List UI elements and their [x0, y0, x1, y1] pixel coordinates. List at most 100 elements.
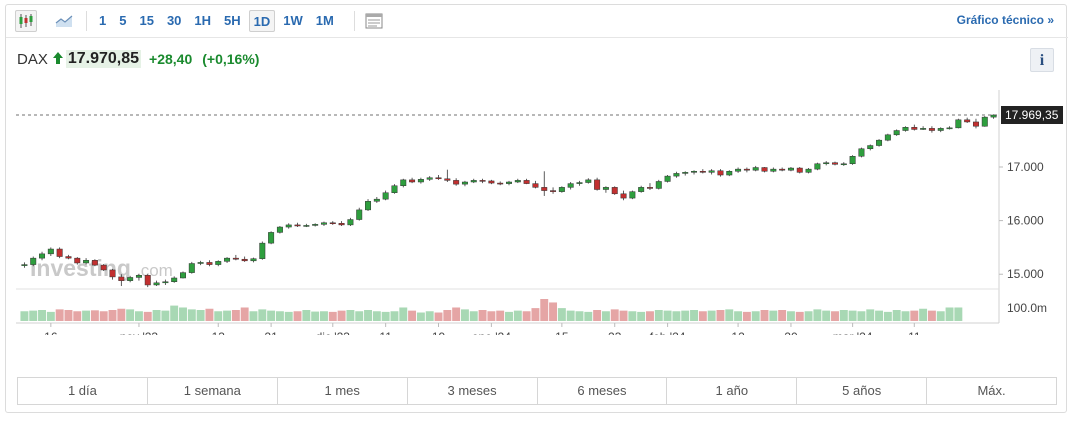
- candle[interactable]: [294, 224, 301, 227]
- candle[interactable]: [461, 181, 468, 185]
- candle[interactable]: [770, 168, 777, 172]
- candle[interactable]: [382, 192, 389, 200]
- candle[interactable]: [347, 219, 354, 226]
- candle[interactable]: [823, 162, 830, 165]
- range-button[interactable]: 1 año: [667, 378, 798, 404]
- candle[interactable]: [523, 180, 530, 184]
- interval-1h[interactable]: 1H: [194, 13, 212, 28]
- candlestick-icon[interactable]: [15, 10, 37, 32]
- candle[interactable]: [479, 180, 486, 182]
- candle[interactable]: [224, 257, 231, 262]
- candle[interactable]: [981, 116, 988, 127]
- candle[interactable]: [373, 198, 380, 202]
- candle[interactable]: [144, 275, 151, 286]
- candle[interactable]: [241, 258, 248, 262]
- candle[interactable]: [611, 187, 618, 195]
- technical-chart-link[interactable]: Gráfico técnico »: [956, 13, 1054, 27]
- candle[interactable]: [444, 178, 451, 181]
- candle[interactable]: [180, 272, 186, 279]
- candle[interactable]: [39, 253, 46, 259]
- candle[interactable]: [91, 260, 98, 266]
- candle[interactable]: [206, 262, 213, 265]
- candle[interactable]: [884, 134, 891, 141]
- interval-1w[interactable]: 1W: [283, 13, 303, 28]
- candle[interactable]: [197, 262, 204, 264]
- candle[interactable]: [796, 167, 803, 173]
- candle[interactable]: [682, 172, 689, 174]
- candle[interactable]: [717, 170, 724, 176]
- candle[interactable]: [911, 127, 918, 130]
- candle[interactable]: [329, 222, 336, 225]
- candle[interactable]: [109, 269, 116, 278]
- candle[interactable]: [558, 187, 565, 192]
- candle[interactable]: [135, 275, 142, 278]
- candle[interactable]: [320, 222, 327, 225]
- candle[interactable]: [56, 248, 63, 257]
- candle[interactable]: [893, 130, 900, 136]
- interval-5[interactable]: 5: [119, 13, 127, 28]
- candle[interactable]: [338, 223, 345, 226]
- candle[interactable]: [250, 258, 257, 262]
- candle[interactable]: [849, 156, 856, 165]
- candle[interactable]: [47, 248, 54, 255]
- candle[interactable]: [188, 263, 195, 273]
- candle[interactable]: [743, 168, 750, 171]
- candle[interactable]: [391, 185, 398, 193]
- candle[interactable]: [259, 242, 266, 259]
- candle[interactable]: [673, 173, 680, 177]
- candle[interactable]: [787, 167, 794, 171]
- candle[interactable]: [858, 148, 865, 157]
- candle[interactable]: [171, 277, 178, 282]
- candle[interactable]: [964, 119, 971, 123]
- candle[interactable]: [215, 261, 222, 265]
- candle[interactable]: [805, 168, 812, 173]
- candle[interactable]: [74, 257, 81, 264]
- interval-1m[interactable]: 1M: [315, 13, 334, 28]
- range-button[interactable]: 6 meses: [538, 378, 668, 404]
- candle[interactable]: [153, 282, 160, 286]
- range-button[interactable]: Máx.: [977, 383, 1006, 398]
- candle[interactable]: [426, 177, 433, 180]
- candle[interactable]: [541, 187, 548, 191]
- candle[interactable]: [303, 225, 310, 227]
- range-button[interactable]: 3 meses: [408, 378, 538, 404]
- candle[interactable]: [435, 177, 442, 180]
- candle[interactable]: [232, 257, 239, 260]
- candle[interactable]: [409, 179, 416, 183]
- candle[interactable]: [655, 181, 662, 189]
- candle[interactable]: [602, 187, 609, 190]
- candle[interactable]: [127, 277, 134, 281]
- candle[interactable]: [285, 224, 292, 228]
- candle[interactable]: [708, 170, 715, 173]
- range-button[interactable]: 5 años: [797, 378, 928, 404]
- candle[interactable]: [814, 163, 821, 170]
- candle[interactable]: [30, 257, 37, 265]
- candle[interactable]: [699, 171, 706, 173]
- candle[interactable]: [752, 167, 759, 171]
- candle[interactable]: [83, 260, 90, 264]
- candle[interactable]: [928, 128, 935, 131]
- interval-1[interactable]: 1: [99, 13, 107, 28]
- candle[interactable]: [453, 180, 460, 185]
- candle[interactable]: [946, 127, 953, 130]
- candle[interactable]: [585, 179, 592, 183]
- candle[interactable]: [840, 163, 847, 166]
- candle[interactable]: [417, 179, 424, 183]
- candle[interactable]: [761, 167, 768, 172]
- candle[interactable]: [646, 187, 653, 189]
- candle[interactable]: [21, 264, 28, 266]
- candle[interactable]: [162, 281, 169, 284]
- interval-15[interactable]: 15: [139, 13, 154, 28]
- candle[interactable]: [638, 187, 645, 192]
- area-chart-icon[interactable]: [53, 10, 75, 32]
- candle[interactable]: [576, 182, 583, 184]
- info-button[interactable]: i: [1030, 48, 1054, 72]
- candle[interactable]: [268, 232, 275, 244]
- candle[interactable]: [567, 183, 574, 188]
- candle[interactable]: [779, 168, 786, 171]
- candle[interactable]: [691, 171, 698, 173]
- candle[interactable]: [902, 127, 909, 131]
- candle[interactable]: [497, 182, 504, 185]
- candle[interactable]: [100, 264, 107, 271]
- indicator-panel-icon[interactable]: [363, 10, 385, 32]
